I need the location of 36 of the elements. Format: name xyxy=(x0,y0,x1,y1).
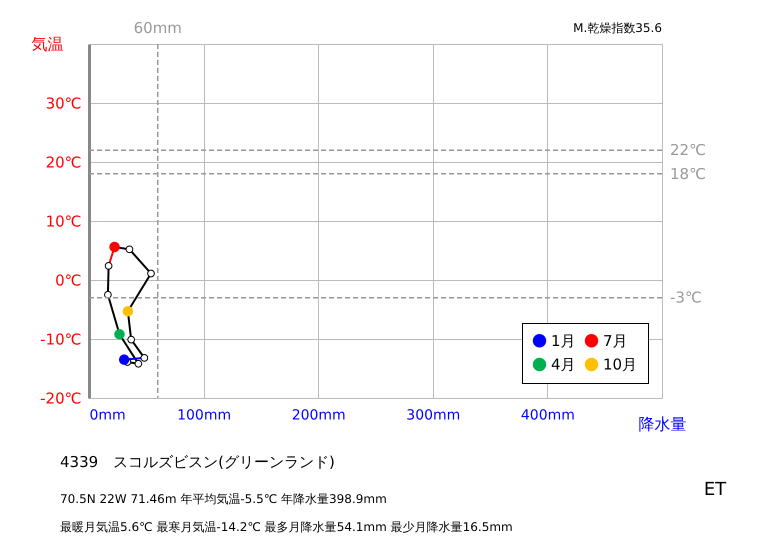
x-tick-label: 200mm xyxy=(292,408,346,424)
point xyxy=(140,354,148,362)
point xyxy=(109,242,120,252)
point xyxy=(118,354,130,365)
text: 最暖月気温5.6℃ 最寒月気温-14.2℃ 最多月降水量54.1mm 最少月降水量16.5mm xyxy=(60,520,513,534)
y-tick-label: 30℃ xyxy=(46,94,82,112)
y-tick-label: -10℃ xyxy=(40,330,82,348)
x-tick-label: 100mm xyxy=(177,408,232,424)
point xyxy=(134,360,142,368)
point xyxy=(126,245,134,254)
text: M.乾燥指数35.6 xyxy=(573,21,662,35)
ref-line-label: 22℃ xyxy=(670,141,706,160)
text: ET xyxy=(704,479,728,500)
point xyxy=(114,329,125,340)
y-tick-label: 0℃ xyxy=(55,272,82,290)
point xyxy=(127,336,136,344)
y-tick-label: 10℃ xyxy=(46,212,82,230)
y-tick-label: 20℃ xyxy=(46,154,82,172)
text: 70.5N 22W 71.46m 年平均気温-5.5℃ 年降水量398.9mm xyxy=(60,492,387,506)
x-tick-label: 400mm xyxy=(520,408,575,424)
y-axis-title: 気温 xyxy=(32,34,64,54)
point xyxy=(104,262,112,270)
x-tick-label: 0mm xyxy=(90,408,126,424)
ref-line-label: -3℃ xyxy=(670,288,702,307)
legend-label: 7月 xyxy=(603,332,628,350)
ref-line-label: 60mm xyxy=(134,19,182,37)
point xyxy=(122,306,134,317)
legend-label: 10月 xyxy=(603,356,638,374)
point xyxy=(147,270,155,278)
legend-label: 4月 xyxy=(551,356,576,374)
y-tick-label: -20℃ xyxy=(40,390,82,408)
x-tick-label: 300mm xyxy=(406,408,460,424)
text: 4339 スコルズビスン(グリーンランド) xyxy=(60,453,335,471)
ref-line-label: 18℃ xyxy=(670,164,706,183)
legend-label: 1月 xyxy=(551,332,576,350)
x-axis-title: 降水量 xyxy=(638,414,686,434)
